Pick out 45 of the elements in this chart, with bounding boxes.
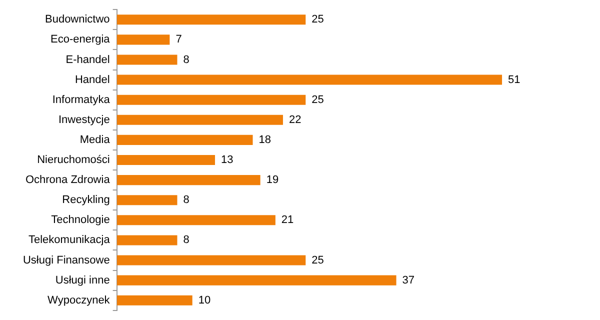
- data-label: 37: [402, 274, 415, 286]
- data-label: 21: [281, 214, 294, 226]
- data-label: 8: [183, 234, 190, 246]
- y-tick-label: E-handel: [66, 54, 110, 66]
- data-label: 25: [312, 14, 324, 26]
- bar: [116, 215, 276, 226]
- bar: [116, 54, 178, 65]
- data-label: 25: [312, 94, 324, 106]
- y-tick-label: Usługi Finansowe: [22, 254, 110, 266]
- y-tick-label: Media: [80, 134, 111, 146]
- bar: [116, 154, 216, 166]
- y-tick-label: Eco-energia: [50, 34, 111, 46]
- data-label: 22: [288, 114, 302, 126]
- bar: [116, 195, 178, 206]
- y-tick-label: Ochrona Zdrowia: [25, 174, 111, 186]
- bar: [116, 255, 306, 266]
- y-tick-label: Telekomunikacja: [28, 234, 111, 246]
- bar: [116, 14, 306, 25]
- y-tick-label: Budownictwo: [44, 14, 110, 26]
- bar: [116, 235, 178, 246]
- y-tick-label: Technologie: [51, 214, 110, 226]
- data-label: 51: [508, 74, 520, 86]
- y-tick-label: Usługi inne: [55, 274, 110, 286]
- data-label: 7: [176, 34, 182, 46]
- data-label: 19: [266, 174, 279, 186]
- bar: [116, 34, 170, 45]
- bar: [116, 74, 502, 85]
- y-tick-label: Wypoczynek: [48, 294, 110, 306]
- bar: [116, 175, 260, 186]
- bar: [116, 94, 306, 105]
- y-tick-label: Inwestycje: [58, 114, 110, 126]
- y-tick-label: Recykling: [62, 194, 110, 206]
- data-label: 25: [312, 254, 324, 266]
- bar: [116, 275, 396, 286]
- bar: [116, 114, 283, 125]
- data-label: 8: [183, 194, 190, 206]
- y-tick-label: Informatyka: [52, 94, 111, 106]
- data-label: 8: [183, 54, 190, 66]
- y-tick-label: Handel: [74, 74, 110, 86]
- data-label: 13: [221, 154, 234, 166]
- data-label: 18: [258, 134, 272, 146]
- y-tick-label: Nieruchomości: [37, 154, 110, 166]
- bar: [116, 295, 192, 306]
- bar: [116, 134, 253, 145]
- data-label: 10: [198, 294, 211, 306]
